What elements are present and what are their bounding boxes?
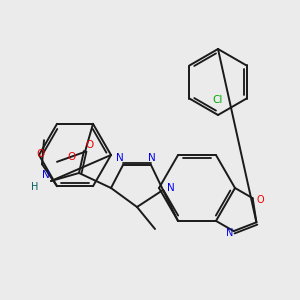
Text: N: N [167, 183, 175, 193]
Text: O: O [85, 140, 93, 150]
Text: H: H [31, 182, 39, 192]
Text: Cl: Cl [213, 95, 223, 105]
Text: N: N [42, 170, 50, 180]
Text: O: O [67, 152, 75, 162]
Text: O: O [257, 195, 265, 205]
Text: N: N [226, 228, 233, 238]
Text: N: N [148, 153, 156, 163]
Text: N: N [116, 153, 124, 163]
Text: O: O [36, 149, 44, 159]
